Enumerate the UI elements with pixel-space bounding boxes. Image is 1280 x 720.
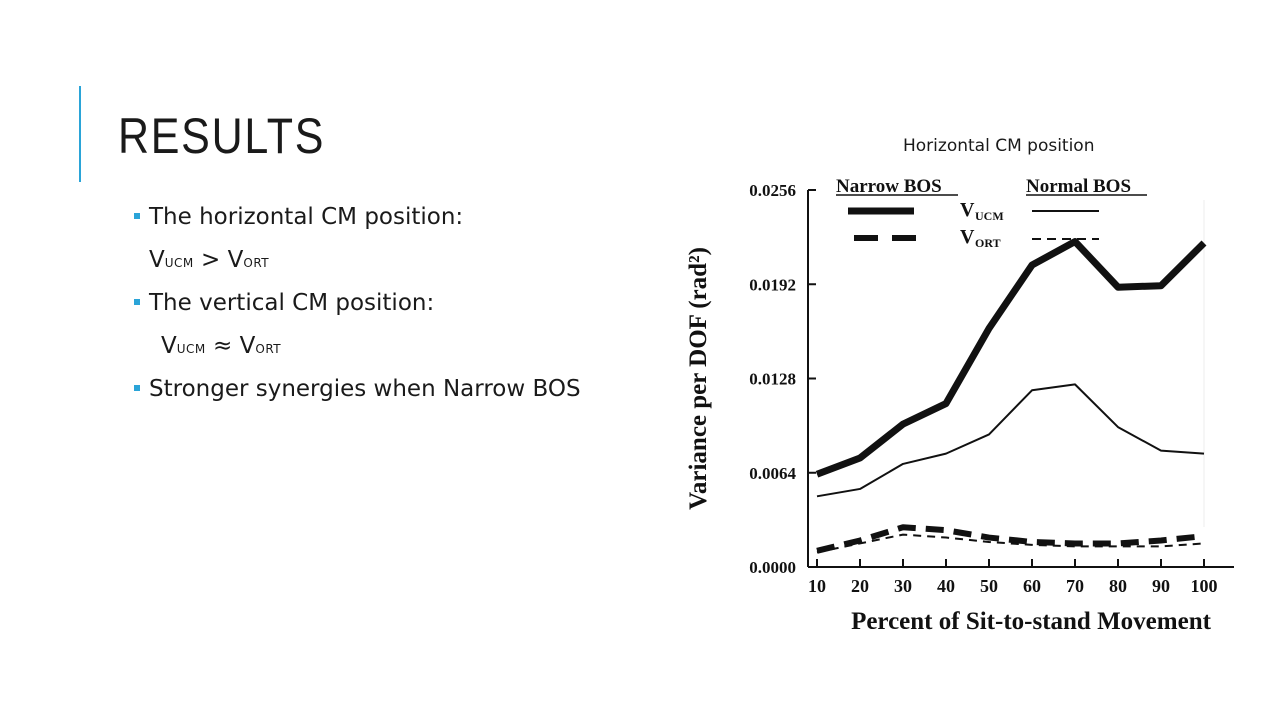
chart-svg: 0.0000 0.0064 0.0128 0.0192 0.0256 10 20 30 40 50… — [685, 176, 1234, 635]
y-tick-label: 0.0256 — [749, 181, 796, 200]
slide-title: RESULTS — [118, 108, 326, 164]
bullet-formula: VUCM ≈ VORT — [134, 325, 654, 368]
formula-base: V — [149, 247, 165, 273]
title-accent-bar — [79, 86, 81, 182]
bullet-item: Stronger synergies when Narrow BOS — [134, 368, 654, 411]
formula-base: V — [227, 247, 244, 273]
bullet-square-icon — [134, 385, 140, 391]
x-tick-label: 10 — [808, 576, 826, 596]
bullet-formula: VUCM > VORT — [134, 239, 654, 282]
legend-row-subscript: ORT — [975, 236, 1001, 250]
bullet-text: The horizontal CM position: — [149, 204, 464, 230]
formula-subscript: UCM — [164, 256, 194, 270]
x-axis-label: Percent of Sit-to-stand Movement — [851, 608, 1212, 635]
x-tick-label: 50 — [980, 576, 998, 596]
y-axis-label: Variance per DOF (rad²) — [685, 247, 712, 510]
y-tick-label: 0.0192 — [749, 275, 796, 294]
x-tick-label: 20 — [851, 576, 869, 596]
formula-subscript: UCM — [176, 342, 206, 356]
x-tick-label: 40 — [937, 576, 955, 596]
formula-subscript: ORT — [243, 256, 270, 270]
bullet-text: The vertical CM position: — [149, 290, 435, 316]
x-tick-label: 100 — [1191, 576, 1218, 596]
legend-row-label: V — [960, 199, 975, 221]
series-line-normal-bos-ucm — [816, 383, 1205, 498]
series-line-narrow-bos-ort — [816, 524, 1205, 554]
formula-base: V — [239, 333, 256, 359]
x-tick-label: 80 — [1109, 576, 1127, 596]
formula-subscript: ORT — [255, 342, 282, 356]
legend-header: Normal BOS — [1026, 176, 1131, 197]
bullet-text: Stronger synergies when Narrow BOS — [149, 376, 581, 402]
x-tick-label: 60 — [1023, 576, 1041, 596]
y-tick-label: 0.0000 — [749, 558, 796, 577]
formula-base: V — [161, 333, 177, 359]
bullet-item: The horizontal CM position: — [134, 196, 654, 239]
x-tick-label: 90 — [1152, 576, 1170, 596]
y-tick-label: 0.0128 — [749, 370, 796, 389]
x-tick-label: 30 — [894, 576, 912, 596]
legend-row-subscript: UCM — [975, 209, 1004, 223]
variance-chart: 0.0000 0.0064 0.0128 0.0192 0.0256 10 20 30 40 50… — [644, 162, 1280, 638]
legend-row-label: V — [960, 226, 975, 248]
bullet-item: The vertical CM position: — [134, 282, 654, 325]
series-line-normal-bos-ort — [816, 533, 1205, 554]
bullet-square-icon — [134, 299, 140, 305]
formula-operator: ≈ — [205, 333, 240, 359]
series-line-narrow-bos-ucm — [815, 238, 1207, 478]
x-tick-label: 70 — [1066, 576, 1084, 596]
bullet-square-icon — [134, 213, 140, 219]
figure-caption: Horizontal CM position — [903, 136, 1095, 156]
bullet-list: The horizontal CM position: VUCM > VORT … — [134, 196, 654, 411]
y-tick-label: 0.0064 — [749, 464, 796, 483]
formula-operator: > — [193, 247, 228, 273]
legend-header: Narrow BOS — [836, 176, 942, 197]
